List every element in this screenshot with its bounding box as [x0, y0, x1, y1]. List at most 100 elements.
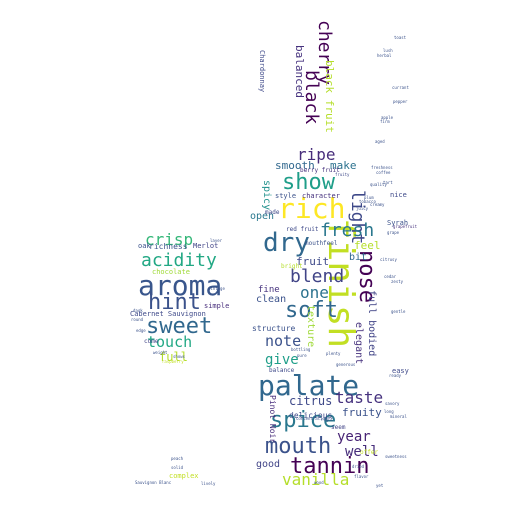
word-bright: bright — [281, 263, 303, 270]
word-smooth: smooth — [275, 159, 315, 172]
word-easy: easy — [392, 367, 409, 375]
word-simple: simple — [204, 302, 230, 310]
word-shows: shows — [173, 354, 186, 359]
word-elegant: elegant — [353, 322, 364, 365]
word-grape: grape — [387, 230, 400, 235]
word-vanilla: vanilla — [282, 470, 350, 489]
word-ready: ready — [389, 373, 402, 378]
word-mouth: mouth — [265, 434, 332, 459]
word-citrus: citrus — [289, 394, 333, 408]
word-chardonnay: Chardonnay — [258, 50, 266, 93]
word-concentration: concentration — [296, 416, 328, 421]
word-show: show — [282, 170, 335, 195]
word-cedar: cedar — [384, 274, 397, 279]
word-tobacco: tobacco — [359, 199, 376, 204]
word-syrah: Syrah — [387, 219, 409, 227]
word-one: one — [300, 283, 329, 302]
word-zesty: zesty — [391, 279, 404, 284]
word-ripe: ripe — [297, 145, 336, 164]
word-touch: touch — [147, 333, 193, 351]
word-seem: seem — [331, 424, 346, 431]
word-full-bodied: full bodied — [366, 290, 377, 357]
word-dried: dried — [352, 464, 365, 469]
word-character: character — [302, 192, 340, 200]
word-apple: apple — [381, 115, 394, 120]
word-aroma: aroma — [138, 269, 223, 302]
word-sweet: sweet — [146, 314, 213, 339]
word-merlot: Merlot — [193, 242, 219, 250]
word-balanced: balanced — [293, 45, 306, 98]
word-pure: pure — [297, 353, 307, 358]
word-juicy: juicy — [356, 206, 369, 211]
word-fruit: fruit — [296, 255, 330, 268]
word-aged: aged — [375, 139, 385, 144]
word-delicious: delicious — [289, 411, 333, 420]
word-mouthfeel: mouthfeel — [305, 240, 338, 247]
word-rich: rich — [278, 192, 346, 225]
word-edge: edge — [136, 328, 146, 333]
word-clean: clean — [256, 294, 287, 305]
word-sauvignon-blanc: Sauvignon Blanc — [135, 480, 172, 485]
word-firm: firm — [380, 119, 390, 124]
word-fine: fine — [258, 285, 280, 295]
word-freshness: freshness — [371, 165, 393, 170]
word-vintage: vintage — [208, 286, 225, 291]
word-layer: layer — [210, 238, 223, 243]
word-full: full — [159, 350, 188, 364]
word-peach: peach — [171, 456, 184, 461]
word-dry: dry — [263, 228, 310, 258]
word-spice: spice — [270, 408, 337, 433]
word-lively: lively — [201, 481, 216, 486]
word-grapefruit: grapefruit — [393, 224, 418, 229]
word-fruity: fruity — [342, 406, 382, 419]
word-tart: tart — [383, 180, 393, 185]
word-toast: toast — [394, 35, 407, 40]
word-generous: generous — [336, 362, 356, 367]
word-round: round — [131, 317, 144, 322]
word-flavor: flavor — [354, 474, 369, 479]
word-currant: currant — [392, 85, 409, 90]
word-balance: balance — [269, 367, 295, 374]
word-plum: plum — [364, 195, 374, 200]
word-oak: oak — [138, 242, 151, 250]
word-berry-fruit: berry fruit — [300, 167, 340, 174]
word-soft: soft — [285, 298, 338, 323]
word-red-fruit: red fruit — [286, 226, 319, 233]
word-right: right — [321, 417, 334, 422]
word-wood: wood — [314, 480, 324, 485]
word-citrusy: citrusy — [380, 257, 397, 262]
word-coffee: coffee — [376, 170, 391, 175]
word-pinot-noir: Pinot Noir — [268, 395, 277, 444]
word-texture: texture — [305, 305, 316, 348]
word-bit: bit — [349, 252, 368, 263]
word-palate: palate — [258, 369, 360, 402]
word-mineral: mineral — [390, 414, 407, 419]
word-blend: blend — [290, 266, 345, 287]
word-lush: lush — [383, 48, 393, 53]
word-quality: quality — [370, 182, 387, 187]
word-solid: solid — [171, 465, 184, 470]
word-year: year — [337, 429, 371, 445]
word-nice: nice — [390, 191, 407, 199]
word-good: good — [256, 459, 281, 470]
word-spicy: spicy — [261, 180, 272, 211]
word-taste: taste — [335, 388, 384, 407]
word-bottling: bottling — [291, 347, 311, 352]
word-structure: structure — [252, 324, 296, 333]
word-acidity: acidity — [141, 250, 217, 271]
word-black-fruit: black fruit — [323, 60, 336, 133]
word-savory: savory — [385, 401, 400, 406]
word-made: made — [265, 209, 280, 216]
word-raspberry: raspberry — [162, 359, 184, 364]
word-hint: hint — [148, 290, 201, 315]
word-gentle: gentle — [391, 309, 406, 314]
word-give: give — [265, 352, 299, 368]
word-richness: richness — [149, 242, 188, 251]
word-open: open — [250, 211, 275, 222]
word-long: long — [384, 409, 394, 414]
word-herbal: herbal — [377, 53, 392, 58]
word-style: style — [275, 192, 297, 200]
word-fresh: fresh — [320, 220, 375, 241]
word-chocolate: chocolate — [152, 268, 190, 276]
